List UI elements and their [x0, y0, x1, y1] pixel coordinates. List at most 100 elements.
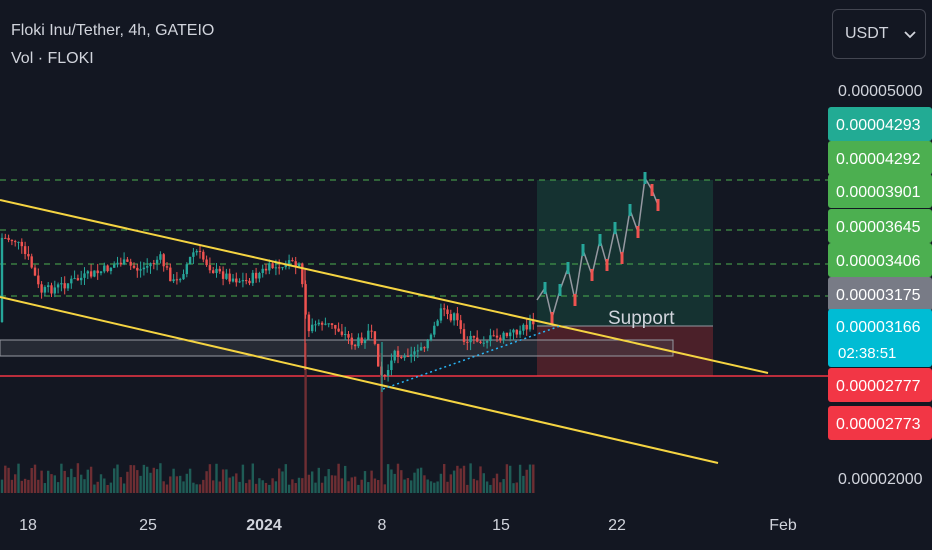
candle [20, 238, 23, 254]
price-label-badge: 0.00003901 [828, 174, 932, 208]
volume-bar [99, 474, 103, 493]
candle [462, 323, 466, 346]
projected-candle [590, 269, 594, 281]
volume-bar [202, 479, 205, 493]
volume-bar [14, 474, 17, 493]
candle [7, 234, 10, 243]
candle [10, 239, 14, 246]
candle [63, 276, 66, 295]
candle [53, 280, 56, 298]
volume-bar [179, 475, 182, 493]
volume-bar [86, 469, 89, 493]
candle [73, 270, 76, 280]
volume-bar [456, 465, 459, 493]
candle [152, 259, 155, 270]
candle [311, 318, 314, 334]
volume-bar [73, 477, 76, 493]
candle [66, 283, 70, 291]
volume-bar [7, 467, 10, 493]
candle [254, 267, 258, 283]
volume-bar [109, 482, 113, 493]
volume-bar [532, 464, 535, 493]
candle [50, 282, 53, 297]
candle [129, 258, 132, 270]
volume-bar [327, 469, 330, 493]
volume-bar [413, 472, 416, 493]
volume-bar [225, 469, 228, 493]
candle [386, 364, 390, 382]
volume-bar [4, 465, 7, 493]
volume-bar [386, 464, 390, 493]
volume-bar [479, 466, 482, 493]
volume-bar [380, 353, 383, 493]
volume-bar [188, 468, 192, 493]
candle [14, 239, 17, 247]
price-badge-text: 0.00004293 [836, 117, 921, 134]
volume-bar [337, 463, 340, 493]
volume-bar [492, 478, 495, 493]
volume-bar [509, 465, 512, 493]
candle [165, 262, 169, 271]
volume-bar [320, 482, 324, 493]
volume-bar [505, 464, 509, 493]
candle [528, 314, 532, 332]
volume-bar [367, 482, 370, 493]
volume-bar [185, 473, 188, 493]
volume-bar [466, 484, 469, 493]
volume-bar [515, 482, 518, 493]
volume-bar [33, 464, 37, 493]
chevron-down-icon [904, 31, 916, 39]
volume-bar [119, 477, 122, 493]
volume-bar [410, 480, 413, 493]
price-badge-text: 0.00003166 [836, 319, 921, 336]
candle [212, 266, 215, 274]
volume-bar [281, 471, 284, 493]
candle [93, 270, 96, 278]
candle [159, 251, 162, 264]
candle [27, 246, 30, 260]
projected-candle [543, 282, 547, 294]
price-label-badge: 0.00003645 [828, 209, 932, 243]
candle [337, 322, 340, 333]
candle [70, 275, 73, 289]
volume-bar [443, 464, 446, 493]
volume-bar [23, 478, 27, 493]
volume-bar [459, 468, 462, 493]
volume-legend: Vol · FLOKI [11, 50, 94, 67]
volume-bar [436, 481, 439, 493]
volume-bar [268, 484, 271, 493]
x-tick-label: Feb [769, 517, 797, 534]
candle [238, 278, 241, 284]
volume-bar [400, 470, 403, 493]
candle [373, 331, 377, 346]
volume-bar [93, 484, 96, 493]
volume-bar [393, 473, 396, 493]
x-tick-label: 25 [139, 517, 157, 534]
volume-bar [433, 482, 436, 493]
volume-bar [248, 479, 251, 493]
candle [37, 268, 40, 289]
candle [403, 353, 406, 361]
candle [185, 262, 188, 278]
currency-selector[interactable]: USDT [832, 9, 926, 59]
volume-bar [142, 464, 146, 493]
candle [248, 278, 251, 286]
volume-bar [0, 479, 4, 493]
volume-bar [472, 478, 476, 493]
candle [119, 257, 122, 267]
candle [436, 319, 439, 327]
volume-bar [113, 468, 116, 493]
volume-bar [271, 478, 274, 493]
candle [429, 333, 433, 342]
price-badge-text: 0.00004292 [836, 151, 921, 168]
volume-bar [423, 475, 426, 493]
volume-bar [221, 469, 225, 493]
volume-bar [56, 482, 60, 493]
volume-bar [360, 479, 363, 493]
price-badge-bg [828, 277, 932, 311]
candle [33, 264, 37, 277]
price-badge-bg [828, 174, 932, 208]
volume-bar [301, 478, 304, 493]
volume-bar [297, 477, 301, 493]
